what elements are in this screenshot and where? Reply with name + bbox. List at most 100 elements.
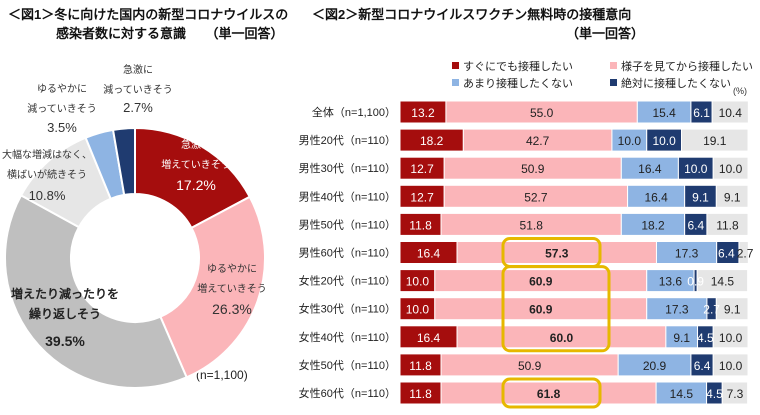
bar-value-label: 55.0 <box>530 106 554 120</box>
bar-value-label: 10.0 <box>719 331 743 345</box>
bar-value-label: 9.1 <box>724 303 741 317</box>
row-label: 女性50代（n=110） <box>299 358 396 372</box>
bar-value-label: 10.0 <box>406 275 430 289</box>
bar-value-label: 57.3 <box>545 247 569 261</box>
legend-label: すぐにでも接種したい <box>463 59 573 73</box>
legend-swatch <box>610 62 617 69</box>
bar-value-label: 16.4 <box>644 190 668 204</box>
highlight-box <box>501 265 611 353</box>
fig2-title-line1: ＜図2＞新型コロナウイルスワクチン無料時の接種意向 <box>312 7 632 22</box>
donut-slice-label: 急激に <box>181 138 211 151</box>
bar-value-label: 6.4 <box>718 247 735 261</box>
bar-value-label: 52.7 <box>524 190 548 204</box>
bar-value-label: 7.3 <box>727 387 744 401</box>
legend-label: 絶対に接種したくない <box>621 76 731 90</box>
bar-value-label: 16.4 <box>417 247 441 261</box>
bar-value-label: 11.8 <box>716 218 739 232</box>
bar-value-label: 12.7 <box>410 162 434 176</box>
bar-segment <box>715 184 749 208</box>
bar-value-label: 4.5 <box>706 387 723 401</box>
donut-slice <box>159 195 266 379</box>
legend-swatch <box>452 62 459 69</box>
bar-value-label: 13.2 <box>411 106 435 120</box>
bar-value-label: 6.4 <box>687 218 704 232</box>
row-label: 男性40代（n=110） <box>299 189 396 203</box>
bar-value-label: 51.8 <box>520 218 544 232</box>
donut-slice <box>4 194 188 389</box>
legend-label: 様子を見てから接種したい <box>621 59 753 73</box>
bar-value-label: 17.3 <box>675 247 699 261</box>
bar-value-label: 9.1 <box>673 331 690 345</box>
donut-slice-label: 横ばいが続きそう <box>7 168 87 181</box>
legend-swatch <box>610 79 617 86</box>
bar-value-label: 11.8 <box>409 387 432 401</box>
row-label: 男性20代（n=110） <box>299 133 396 147</box>
row-label: 男性30代（n=110） <box>299 161 396 175</box>
donut-slice-label: ゆるやかに <box>207 263 257 275</box>
bar-segment <box>738 241 749 264</box>
row-label: 女性30代（n=110） <box>299 302 396 316</box>
donut-slice-value: 39.5% <box>45 333 85 349</box>
row-label: 全体（n=1,100） <box>312 105 396 119</box>
donut-slice-label: 増えていきそう <box>161 158 231 171</box>
bar-value-label: 50.9 <box>521 162 545 176</box>
donut-slice-label: 減っていきそう <box>103 83 173 96</box>
bar-value-label: 50.9 <box>518 359 542 373</box>
legend-label: あまり接種したくない <box>463 76 573 90</box>
donut-slice-value: 17.2% <box>176 177 216 193</box>
bar-segment <box>711 100 749 124</box>
bar-value-label: 10.0 <box>719 359 743 373</box>
bar-value-label: 18.2 <box>420 134 444 148</box>
row-label: 女性20代（n=110） <box>299 274 396 288</box>
bar-value-label: 2.7 <box>703 303 720 317</box>
bar-value-label: 61.8 <box>537 387 561 401</box>
bar-segment <box>712 156 749 180</box>
bar-value-label: 9.1 <box>692 190 709 204</box>
row-label: 女性40代（n=110） <box>299 330 396 344</box>
bar-value-label: 11.8 <box>409 359 432 373</box>
fig2-title-line2: （単一回答） <box>566 26 645 41</box>
fig1-sample-note: (n=1,100) <box>196 368 248 382</box>
donut-slice-value: 3.5% <box>47 120 77 135</box>
row-label: 女性60代（n=110） <box>299 386 396 400</box>
bar-value-label: 20.9 <box>643 359 667 373</box>
bar-value-label: 15.4 <box>652 106 676 120</box>
donut-slice-value: 26.3% <box>212 301 252 317</box>
donut-slice-value: 2.7% <box>123 100 153 115</box>
donut-slice-value: 10.8% <box>29 188 66 203</box>
bar-value-label: 10.0 <box>719 162 743 176</box>
bar-segment <box>712 325 749 349</box>
bar-value-label: 9.1 <box>724 190 741 204</box>
bar-segment <box>721 381 749 405</box>
bar-segment <box>715 297 749 321</box>
bar-segment <box>712 353 749 377</box>
bar-value-label: 0.9 <box>687 275 704 289</box>
row-label: 男性60代（n=110） <box>299 246 396 260</box>
fig2-unit: (%) <box>733 86 747 96</box>
highlight-box <box>501 377 602 409</box>
donut-slice <box>111 126 136 197</box>
bar-value-label: 10.0 <box>618 134 642 148</box>
donut-slice-label: ゆるやかに <box>37 83 87 95</box>
bar-value-label: 17.3 <box>665 303 689 317</box>
bar-value-label: 6.4 <box>694 359 711 373</box>
bar-value-label: 10.0 <box>684 162 708 176</box>
bar-value-label: 60.9 <box>529 303 553 317</box>
bar-value-label: 10.4 <box>719 106 743 120</box>
donut-slice-label: 増えたり減ったりを <box>11 286 119 301</box>
bar-segment <box>706 212 749 236</box>
donut-slice-label: 減っていきそう <box>27 102 97 115</box>
bar-value-label: 18.2 <box>641 218 665 232</box>
bar-segment <box>681 128 749 152</box>
donut-slice-label: 大幅な増減はなく、 <box>2 148 92 161</box>
bar-value-label: 16.4 <box>417 331 441 345</box>
bar-value-label: 14.5 <box>711 275 735 289</box>
bar-value-label: 4.5 <box>697 331 714 345</box>
bar-value-label: 10.0 <box>406 303 430 317</box>
bar-value-label: 11.8 <box>409 218 432 232</box>
bar-value-label: 14.5 <box>670 387 694 401</box>
donut-slice-label: 増えていきそう <box>197 282 267 295</box>
bar-value-label: 6.1 <box>693 106 710 120</box>
